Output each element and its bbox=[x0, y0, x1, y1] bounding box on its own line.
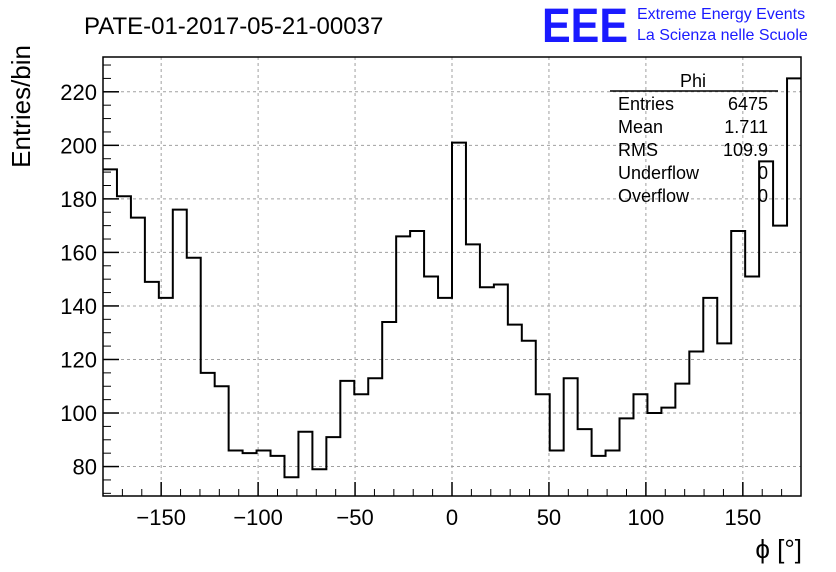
histogram-bin bbox=[731, 231, 745, 496]
histogram-bin bbox=[633, 394, 647, 496]
x-axis-title: ϕ [°] bbox=[755, 534, 802, 564]
histogram-bin bbox=[592, 456, 606, 496]
stats-value: 109.9 bbox=[723, 140, 768, 160]
histogram-bin bbox=[382, 322, 396, 496]
y-tick-label: 100 bbox=[60, 401, 97, 426]
stats-value: 0 bbox=[758, 186, 768, 206]
histogram-bin bbox=[717, 343, 731, 496]
x-tick-label: 100 bbox=[628, 505, 665, 530]
histogram-bin bbox=[647, 413, 661, 496]
stats-label: RMS bbox=[618, 140, 658, 160]
x-tick-label: −50 bbox=[336, 505, 373, 530]
y-tick-label: 120 bbox=[60, 347, 97, 372]
y-tick-label: 80 bbox=[73, 455, 97, 480]
histogram-bin bbox=[606, 450, 620, 496]
histogram-bin bbox=[745, 277, 759, 497]
y-tick-label: 200 bbox=[60, 133, 97, 158]
stats-title: Phi bbox=[680, 71, 706, 91]
x-tick-label: 50 bbox=[537, 505, 561, 530]
histogram-bin bbox=[466, 244, 480, 496]
histogram-bin bbox=[298, 432, 312, 496]
histogram-bin bbox=[410, 231, 424, 496]
histogram-bin bbox=[564, 378, 578, 496]
histogram-bin bbox=[187, 258, 201, 496]
y-tick-label: 220 bbox=[60, 80, 97, 105]
histogram-bin bbox=[117, 196, 131, 496]
histogram-bin bbox=[452, 143, 466, 496]
histogram-bin bbox=[424, 277, 438, 497]
histogram-bin bbox=[578, 429, 592, 496]
y-tick-label: 160 bbox=[60, 240, 97, 265]
histogram-bin bbox=[522, 341, 536, 496]
y-tick-label: 140 bbox=[60, 294, 97, 319]
histogram-bin bbox=[759, 161, 773, 496]
axes: −150 −100 −50 0 50 100 150 80 100 120 140 160 180 200… bbox=[60, 64, 783, 530]
histogram-bin bbox=[703, 298, 717, 496]
histogram-bin bbox=[243, 453, 257, 496]
histogram-bin bbox=[173, 210, 187, 496]
chart-title: PATE-01-2017-05-21-00037 bbox=[84, 13, 383, 40]
histogram-bin bbox=[675, 384, 689, 496]
histogram-bin bbox=[368, 378, 382, 496]
histogram-bin bbox=[480, 287, 494, 496]
eee-logo: EEE Extreme Energy Events La Scienza nel… bbox=[542, 0, 808, 53]
histogram-bin bbox=[773, 226, 787, 496]
logo-line-1: Extreme Energy Events bbox=[637, 6, 805, 23]
histogram-bin bbox=[396, 236, 410, 496]
x-tick-label: 0 bbox=[446, 505, 458, 530]
histogram-bin bbox=[312, 469, 326, 496]
y-axis-title: Entries/bin bbox=[6, 45, 36, 168]
stats-value: 6475 bbox=[728, 94, 768, 114]
histogram-bin bbox=[326, 437, 340, 496]
logo-line-2: La Scienza nelle Scuole bbox=[637, 27, 808, 44]
histogram-bin bbox=[284, 477, 298, 496]
x-tick-label: −100 bbox=[233, 505, 283, 530]
histogram-bin bbox=[354, 394, 368, 496]
x-tick-label: −150 bbox=[136, 505, 186, 530]
logo-mark: EEE bbox=[542, 0, 628, 53]
histogram-bin bbox=[550, 450, 564, 496]
histogram-bin bbox=[536, 394, 550, 496]
x-tick-label: 150 bbox=[724, 505, 761, 530]
histogram-bin bbox=[159, 298, 173, 496]
histogram-bin bbox=[131, 218, 145, 496]
histogram-bin bbox=[438, 298, 452, 496]
y-tick-label: 180 bbox=[60, 187, 97, 212]
histogram-bin bbox=[201, 373, 215, 496]
histogram-bin bbox=[620, 418, 634, 496]
histogram-bin bbox=[787, 78, 801, 496]
histogram-bin bbox=[340, 381, 354, 496]
histogram-bin bbox=[494, 285, 508, 496]
histogram-bin bbox=[145, 282, 159, 496]
stats-label: Mean bbox=[618, 117, 663, 137]
stats-label: Entries bbox=[618, 94, 674, 114]
stats-label: Underflow bbox=[618, 163, 700, 183]
histogram-bin bbox=[229, 450, 243, 496]
stats-value: 0 bbox=[758, 163, 768, 183]
histogram-bin bbox=[215, 386, 229, 496]
histogram-bin bbox=[508, 325, 522, 496]
stats-label: Overflow bbox=[618, 186, 690, 206]
stats-value: 1.711 bbox=[724, 117, 768, 137]
histogram-bin bbox=[661, 408, 675, 496]
histogram-bin bbox=[689, 351, 703, 496]
stats-box: Phi Entries 6475 Mean 1.711 RMS 109.9 Un… bbox=[610, 71, 778, 206]
histogram-outline bbox=[103, 77, 801, 479]
